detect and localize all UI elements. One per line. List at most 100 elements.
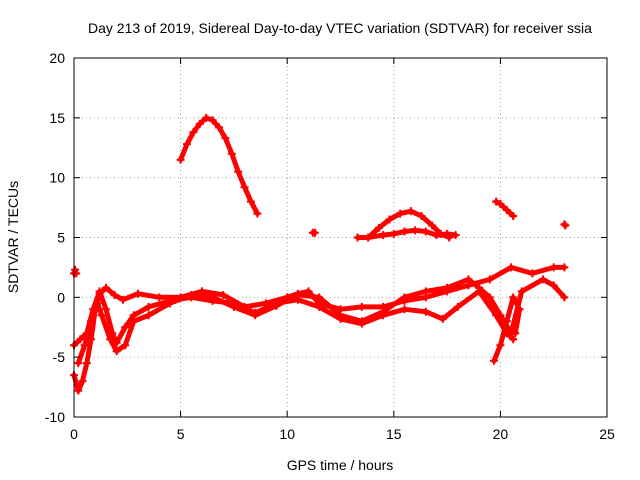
data-point (133, 289, 142, 298)
data-point (129, 317, 138, 326)
data-point (485, 275, 494, 284)
data-point (379, 307, 388, 316)
data-point (195, 119, 204, 128)
data-point (428, 221, 437, 230)
data-point (421, 287, 430, 296)
data-point (421, 227, 430, 236)
data-point (221, 134, 230, 143)
data-point (110, 290, 119, 299)
data-point (509, 335, 518, 344)
data-point (374, 223, 383, 232)
x-tick-label: 0 (70, 426, 78, 442)
data-point (549, 281, 558, 290)
x-axis-label: GPS time / hours (287, 457, 394, 473)
data-point (106, 335, 115, 344)
data-point (155, 293, 164, 302)
y-tick-label: 15 (49, 110, 65, 126)
data-point (208, 116, 217, 125)
x-tick-label: 5 (177, 426, 185, 442)
data-point (492, 197, 501, 206)
data-point (502, 317, 511, 326)
data-point (101, 283, 110, 292)
x-tick-label: 10 (279, 426, 295, 442)
data-point (310, 228, 319, 237)
series-arc-11 (560, 220, 570, 230)
series-arc-6 (176, 113, 262, 218)
data-point (560, 293, 569, 302)
x-tick-label: 20 (493, 426, 509, 442)
data-point (74, 386, 83, 395)
data-point (421, 307, 430, 316)
data-point (121, 341, 130, 350)
series-arc-10 (492, 197, 518, 220)
data-point (214, 123, 223, 132)
data-point (475, 283, 484, 292)
data-point (80, 341, 89, 350)
data-point (182, 140, 191, 149)
data-point (336, 311, 345, 320)
data-point (208, 293, 217, 302)
data-point (496, 199, 505, 208)
y-tick-label: -10 (45, 409, 65, 425)
data-point (400, 293, 409, 302)
data-point (187, 290, 196, 299)
data-point (121, 323, 130, 332)
data-point (451, 231, 460, 240)
data-point (438, 314, 447, 323)
data-point (219, 290, 228, 299)
data-point (507, 263, 516, 272)
data-point (82, 359, 91, 368)
data-point (97, 311, 106, 320)
data-point (496, 341, 505, 350)
data-point (315, 302, 324, 311)
data-point (101, 305, 110, 314)
y-tick-label: 5 (57, 230, 65, 246)
data-point (229, 302, 238, 311)
series-arc-5 (490, 293, 524, 365)
data-point (389, 229, 398, 238)
data-point (443, 283, 452, 292)
data-point (202, 113, 211, 122)
data-point (74, 359, 83, 368)
data-series (70, 113, 570, 395)
data-point (502, 205, 511, 214)
data-point (432, 231, 441, 240)
data-point (87, 317, 96, 326)
y-tick-label: -5 (53, 349, 66, 365)
x-tick-label: 25 (599, 426, 615, 442)
data-point (72, 269, 81, 278)
data-point (272, 301, 281, 310)
data-point (490, 356, 499, 365)
axis-ticks: 0 5 10 15 20 25 -10 -5 0 5 10 15 20 (45, 50, 615, 442)
data-point (112, 347, 121, 356)
data-point (315, 293, 324, 302)
data-point (176, 155, 185, 164)
data-point (509, 293, 518, 302)
series-arc-4 (74, 275, 569, 368)
data-point (234, 167, 243, 176)
data-point (411, 226, 420, 235)
data-point (561, 221, 570, 230)
data-point (464, 275, 473, 284)
data-point (396, 209, 405, 218)
data-point (165, 299, 174, 308)
data-point (517, 287, 526, 296)
data-point (78, 377, 87, 386)
data-point (227, 149, 236, 158)
y-tick-label: 20 (49, 50, 65, 66)
data-point (417, 211, 426, 220)
series-arc-9 (364, 226, 460, 242)
data-point (379, 231, 388, 240)
data-point (357, 317, 366, 326)
data-point (251, 311, 260, 320)
data-point (549, 263, 558, 272)
data-point (253, 209, 262, 218)
data-point (364, 233, 373, 242)
data-point (406, 207, 415, 216)
series-trace (493, 199, 516, 219)
data-point (511, 329, 520, 338)
data-point (443, 229, 452, 238)
data-point (76, 335, 85, 344)
